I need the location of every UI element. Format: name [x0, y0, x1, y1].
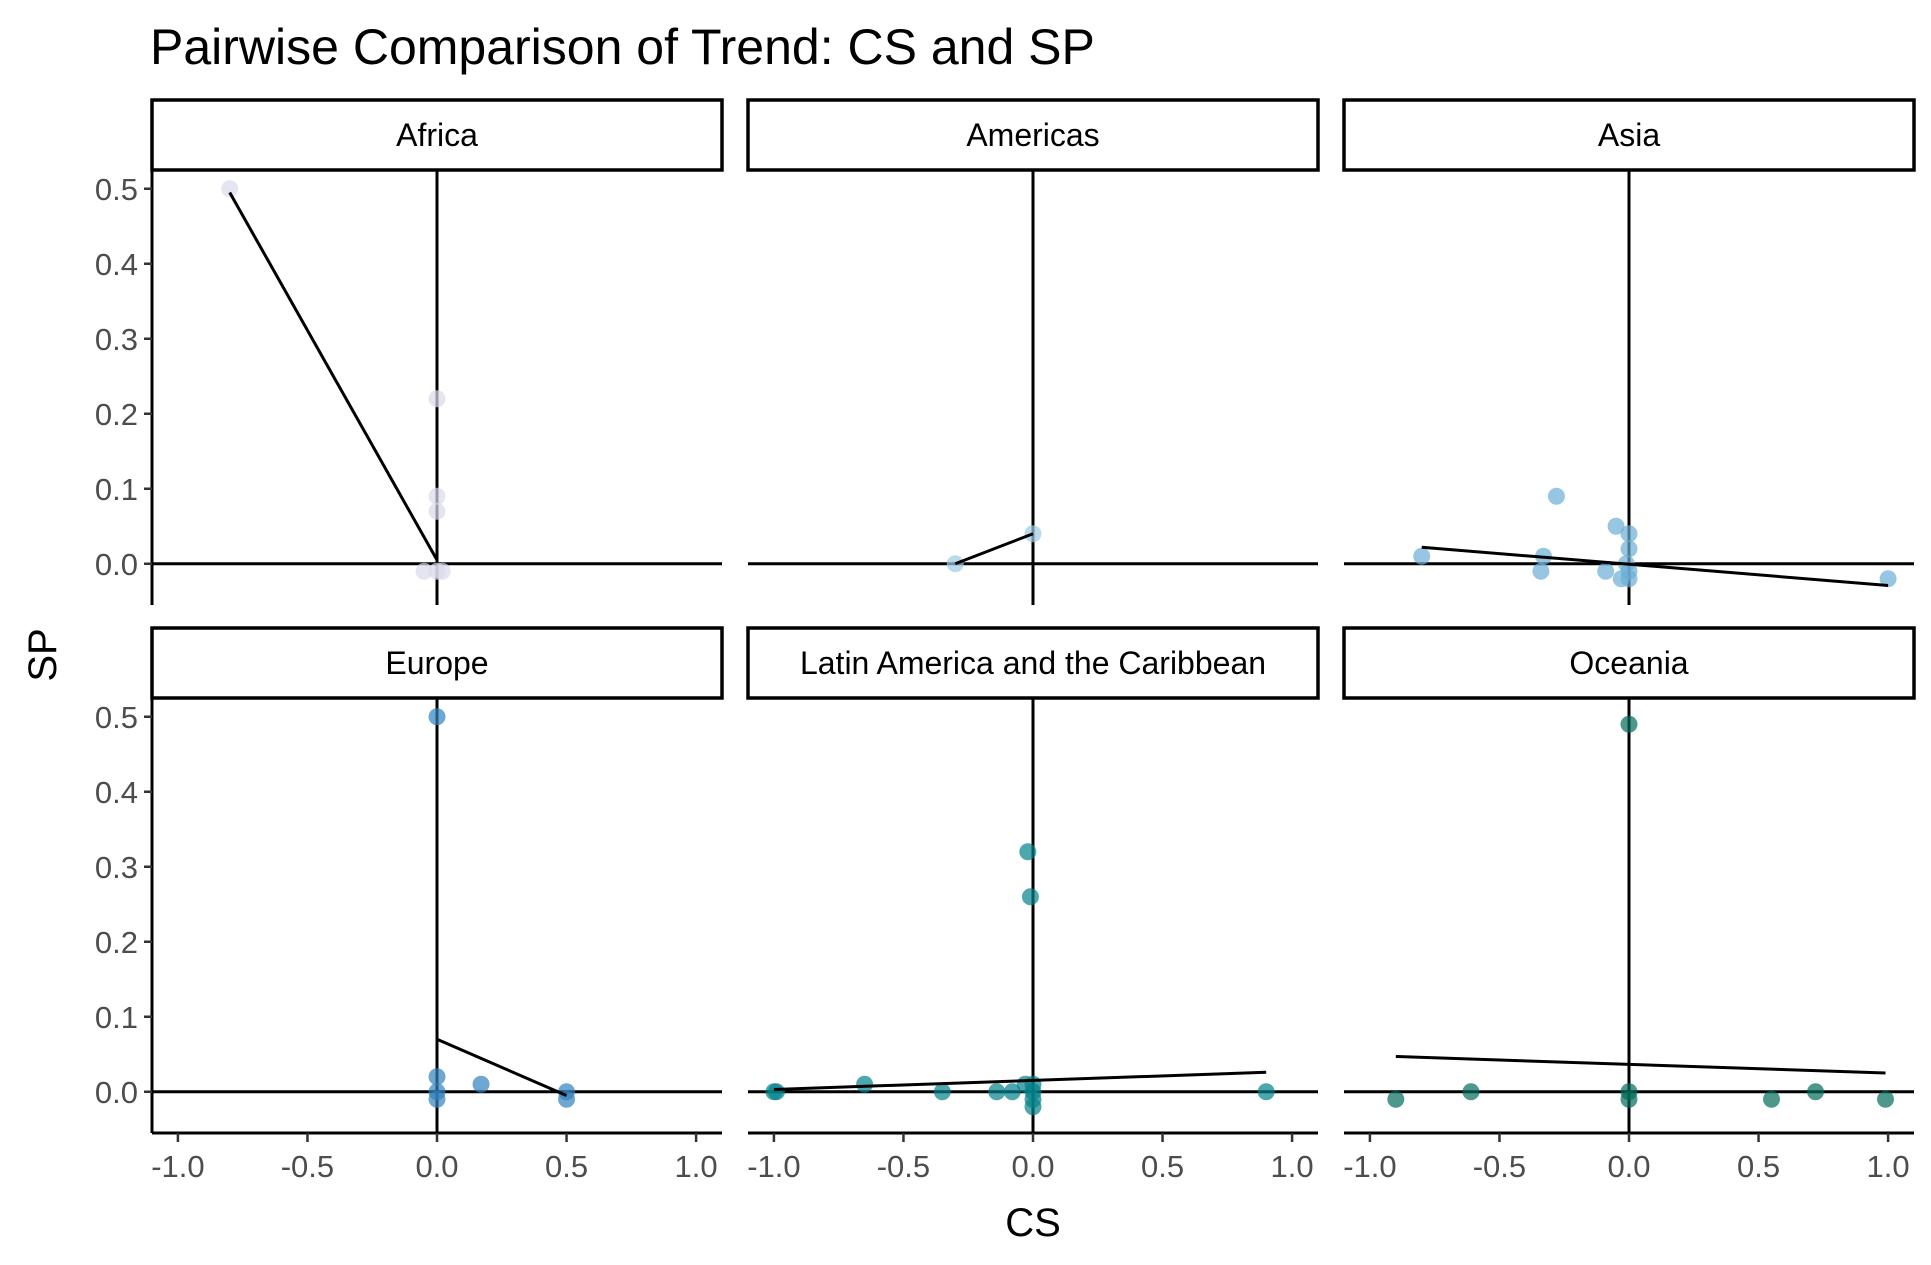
data-point: [428, 502, 446, 520]
data-point: [1620, 525, 1638, 543]
facet-panel-3: Asia: [1342, 98, 1916, 605]
data-point: [1807, 1083, 1825, 1101]
facet-strip: [150, 626, 724, 700]
x-tick-label: -1.0: [1343, 1149, 1396, 1184]
y-tick-label: 0.0: [95, 1075, 138, 1110]
data-point: [1021, 888, 1039, 906]
facet-strip: [746, 626, 1320, 700]
x-tick-label: -1.0: [151, 1149, 204, 1184]
x-tick-label: -0.5: [1473, 1149, 1526, 1184]
data-point: [428, 708, 446, 726]
data-point: [1620, 570, 1638, 588]
trend-line: [228, 191, 439, 561]
data-point: [1532, 562, 1550, 580]
y-tick-label: 0.4: [95, 247, 138, 282]
data-point: [1019, 843, 1037, 861]
x-tick-label: 1.0: [675, 1149, 718, 1184]
data-point: [1462, 1083, 1480, 1101]
x-tick-label: 0.5: [545, 1149, 588, 1184]
facet-panel-1: Africa 0.0 0.1 0.2 0.3 0.4 0.5: [95, 98, 724, 605]
facet-strip-label: Europe: [385, 645, 488, 681]
data-point: [428, 1090, 446, 1108]
facet-strip: [1342, 98, 1916, 172]
x-axis-title: CS: [1005, 1201, 1061, 1245]
data-point: [1620, 540, 1638, 558]
data-point: [768, 1083, 785, 1101]
x-tick-label: 1.0: [1867, 1149, 1910, 1184]
trend-line: [773, 1070, 1267, 1091]
data-point: [1547, 487, 1565, 505]
y-tick-label: 0.1: [95, 1000, 138, 1035]
x-tick-label: -1.0: [747, 1149, 800, 1184]
y-tick-label: 0.5: [95, 700, 138, 735]
y-tick-label: 0.3: [95, 322, 138, 357]
data-point: [428, 487, 446, 505]
y-tick-label: 0.1: [95, 472, 138, 507]
facet-panel-2: Americas: [746, 98, 1320, 605]
data-point: [472, 1075, 490, 1093]
data-point: [988, 1083, 1006, 1101]
data-point: [221, 180, 239, 198]
x-tick-label: 0.0: [1011, 1149, 1054, 1184]
facet-strip: [150, 98, 724, 172]
trend-line: [954, 532, 1034, 566]
facet-strip-label: Oceania: [1569, 645, 1688, 681]
y-tick-label: 0.2: [95, 397, 138, 432]
data-point: [1620, 715, 1638, 733]
y-axis-title: SP: [21, 628, 65, 681]
chart-title: Pairwise Comparison of Trend: CS and SP: [150, 19, 1095, 75]
data-point: [1257, 1083, 1275, 1101]
data-point: [1620, 1090, 1638, 1108]
data-point: [1607, 517, 1625, 535]
y-tick-label: 0.3: [95, 850, 138, 885]
facet-panel-5: Latin America and the Caribbean -1.0 -0.5 0…: [746, 626, 1320, 1184]
facet-panels: Africa 0.0 0.1 0.2 0.3 0.4 0.5 Americas Asia Euro…: [95, 98, 1916, 1184]
x-tick-label: -0.5: [877, 1149, 930, 1184]
data-point: [1877, 1090, 1894, 1108]
x-tick-label: 0.0: [415, 1149, 458, 1184]
data-point: [1024, 1098, 1042, 1116]
x-tick-label: 1.0: [1271, 1149, 1314, 1184]
facet-strip-label: Africa: [396, 117, 478, 153]
x-tick-label: -0.5: [281, 1149, 334, 1184]
y-tick-label: 0.0: [95, 547, 138, 582]
y-tick-label: 0.4: [95, 775, 138, 810]
data-point: [433, 562, 451, 580]
trend-line: [436, 1037, 568, 1097]
facet-panel-6: Oceania -1.0 -0.5 0.0 0.5 1.0: [1342, 626, 1916, 1184]
y-tick-label: 0.2: [95, 925, 138, 960]
data-point: [1763, 1090, 1780, 1108]
data-point: [1387, 1090, 1405, 1108]
trend-line: [1395, 1055, 1886, 1075]
trend-line: [1421, 545, 1889, 587]
facet-panel-4: Europe 0.0 0.1 0.2 0.3 0.4 0.5 -1.0 -0.5 0.0 0.5 1.…: [95, 626, 724, 1184]
data-point: [1879, 570, 1897, 588]
x-tick-label: 0.5: [1737, 1149, 1780, 1184]
data-point: [1413, 547, 1431, 565]
y-tick-label: 0.5: [95, 172, 138, 207]
facet-strip-label: Americas: [966, 117, 1099, 153]
facet-strip-label: Asia: [1598, 117, 1660, 153]
facet-strip: [746, 98, 1320, 172]
data-point: [428, 390, 446, 408]
x-tick-label: 0.5: [1141, 1149, 1184, 1184]
data-point: [856, 1075, 874, 1093]
facet-strip-label: Latin America and the Caribbean: [800, 645, 1266, 681]
data-point: [1597, 562, 1615, 580]
data-point: [933, 1083, 951, 1101]
data-point: [1003, 1083, 1021, 1101]
data-point: [415, 562, 433, 580]
x-tick-label: 0.0: [1607, 1149, 1650, 1184]
data-point: [428, 1068, 446, 1086]
